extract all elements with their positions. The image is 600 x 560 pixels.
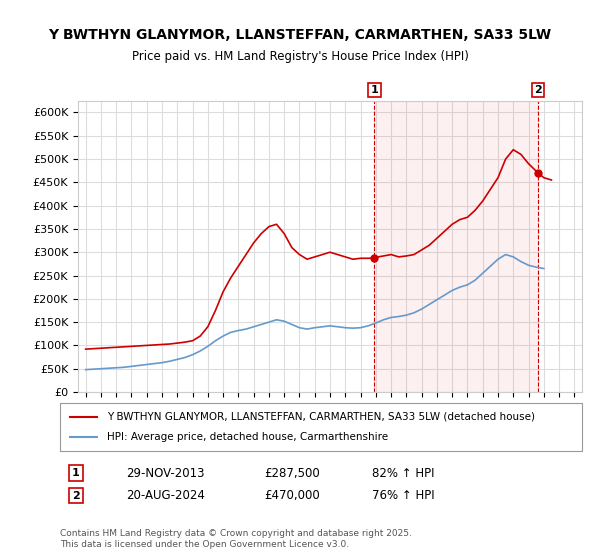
Text: 29-NOV-2013: 29-NOV-2013	[126, 466, 205, 480]
Text: Price paid vs. HM Land Registry's House Price Index (HPI): Price paid vs. HM Land Registry's House …	[131, 50, 469, 63]
FancyBboxPatch shape	[60, 403, 582, 451]
Text: 2: 2	[72, 491, 80, 501]
Text: £470,000: £470,000	[264, 489, 320, 502]
Text: HPI: Average price, detached house, Carmarthenshire: HPI: Average price, detached house, Carm…	[107, 432, 388, 442]
Text: Y BWTHYN GLANYMOR, LLANSTEFFAN, CARMARTHEN, SA33 5LW (detached house): Y BWTHYN GLANYMOR, LLANSTEFFAN, CARMARTH…	[107, 412, 535, 422]
Text: £287,500: £287,500	[264, 466, 320, 480]
Text: 76% ↑ HPI: 76% ↑ HPI	[372, 489, 434, 502]
Text: 2: 2	[534, 85, 542, 95]
Text: Contains HM Land Registry data © Crown copyright and database right 2025.
This d: Contains HM Land Registry data © Crown c…	[60, 529, 412, 549]
Text: Y BWTHYN GLANYMOR, LLANSTEFFAN, CARMARTHEN, SA33 5LW: Y BWTHYN GLANYMOR, LLANSTEFFAN, CARMARTH…	[49, 28, 551, 42]
Text: 1: 1	[72, 468, 80, 478]
Bar	[374, 101, 538, 392]
Text: 82% ↑ HPI: 82% ↑ HPI	[372, 466, 434, 480]
Text: 20-AUG-2024: 20-AUG-2024	[126, 489, 205, 502]
Text: 1: 1	[371, 85, 379, 95]
